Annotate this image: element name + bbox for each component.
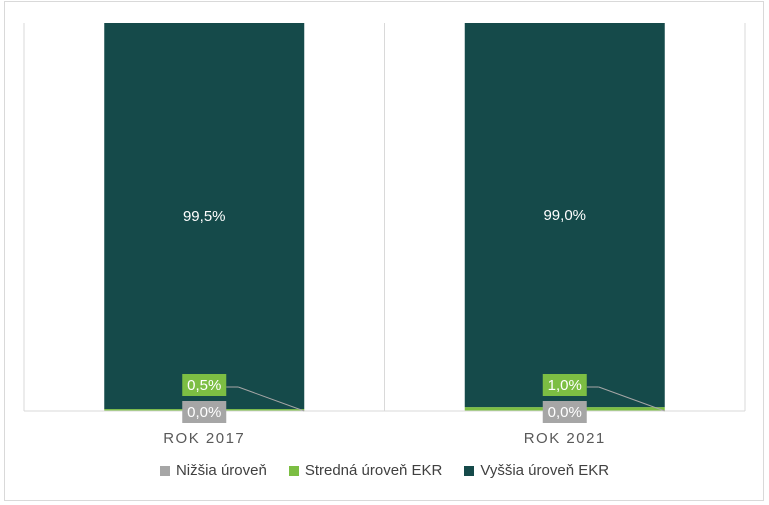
data-label-stredna-1: 1,0% (548, 377, 582, 394)
data-label-vyssia-1: 99,0% (543, 207, 586, 224)
legend-label-vyssia: Vyššia úroveň EKR (480, 462, 610, 479)
data-label-stredna-0: 0,5% (187, 377, 221, 394)
legend-item-stredna: Stredná úroveň EKR (288, 462, 443, 479)
legend-label-nizsia: Nižšia úroveň (175, 462, 267, 479)
data-label-nizsia-0: 0,0% (187, 404, 221, 421)
legend-item-vyssia: Vyššia úroveň EKR (464, 462, 609, 479)
data-label-nizsia-1: 0,0% (548, 404, 582, 421)
legend-swatch-nizsia (159, 465, 170, 476)
label-box-stredna-1 (542, 374, 587, 396)
label-box-nizsia-0 (182, 401, 227, 423)
bar-2-1 (464, 23, 665, 408)
leader-d-1 (598, 386, 665, 412)
legend-swatch-vyssia (464, 465, 475, 476)
x-tick-label-1: ROK 2021 (524, 430, 606, 447)
bar-2-0 (104, 23, 305, 410)
legend-swatch-stredna (288, 465, 299, 476)
legend-label-stredna: Stredná úroveň EKR (304, 462, 443, 479)
x-tick-label-0: ROK 2017 (163, 430, 245, 447)
legend-item-nizsia: Nižšia úroveň (159, 462, 267, 479)
data-label-vyssia-0: 99,5% (183, 208, 226, 225)
label-box-stredna-0 (182, 374, 227, 396)
label-box-nizsia-1 (542, 401, 587, 423)
leader-d-0 (238, 386, 305, 412)
legend: Nižšia úroveň Stredná úroveň EKR Vyššia … (0, 462, 769, 479)
